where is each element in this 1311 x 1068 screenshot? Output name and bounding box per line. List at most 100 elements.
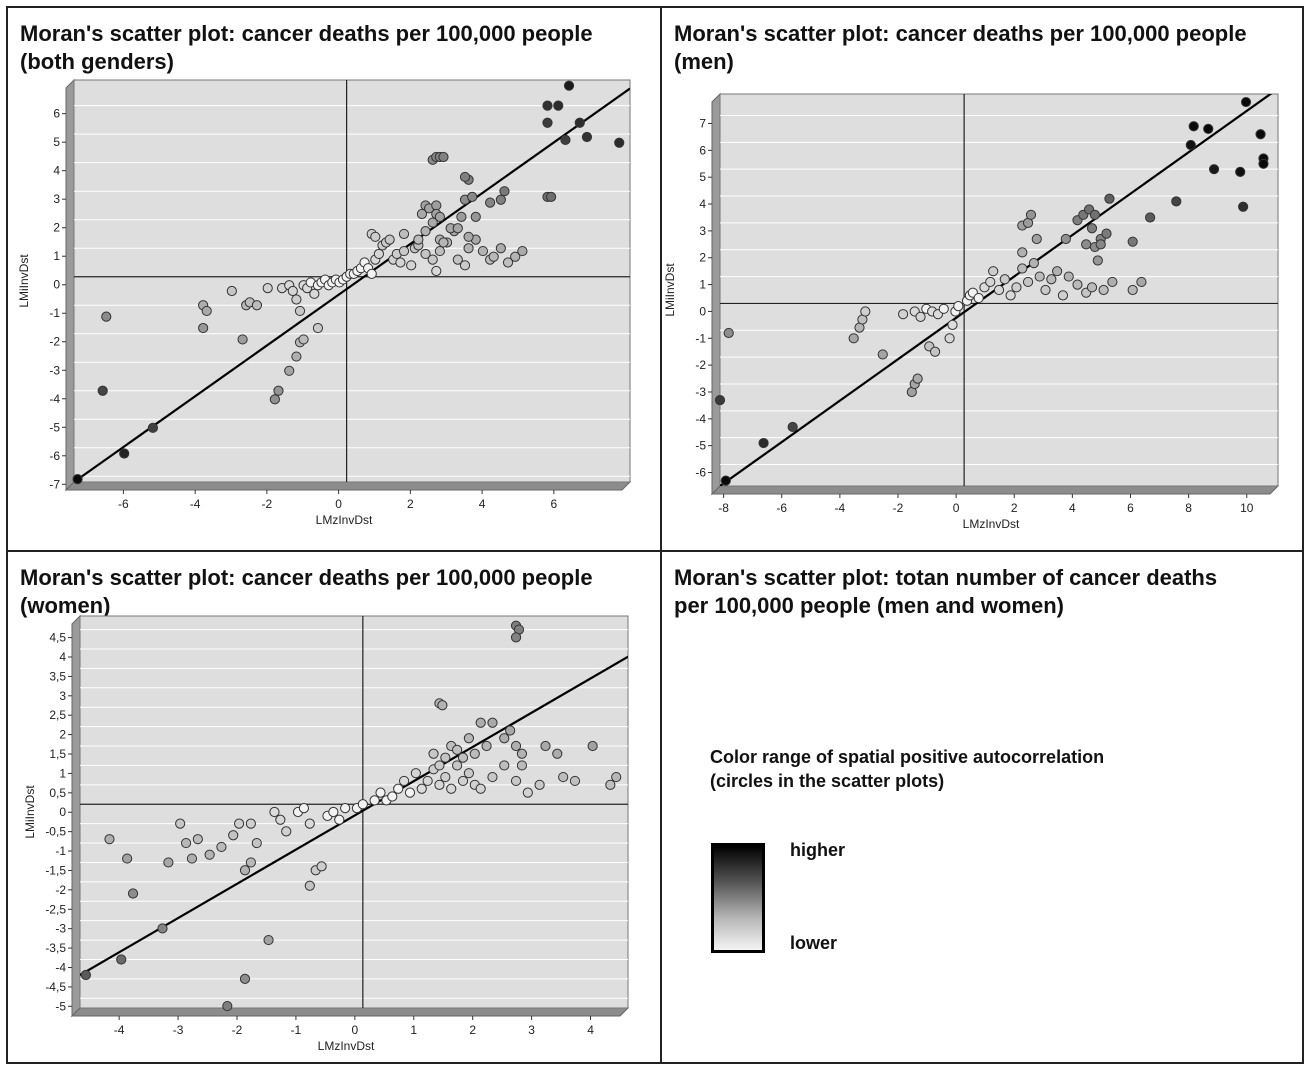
- data-point: [470, 211, 481, 222]
- y-tick-label: 0: [699, 304, 706, 318]
- y-tick-label: 3: [53, 192, 60, 206]
- data-point: [495, 194, 506, 205]
- x-tick-label: -6: [118, 497, 129, 511]
- legend-panel-title: Moran's scatter plot: totan number of ca…: [674, 565, 1218, 618]
- data-point: [1240, 96, 1252, 108]
- data-point: [413, 234, 424, 245]
- data-point: [988, 266, 999, 277]
- data-point: [269, 394, 280, 405]
- y-tick-label: 2: [699, 251, 706, 265]
- data-point: [877, 349, 888, 360]
- data-point: [340, 803, 351, 814]
- data-point: [944, 333, 955, 344]
- data-point: [1089, 209, 1101, 220]
- plot-side-wall: [711, 92, 721, 496]
- scatter-plot-women: 4,5 4 3,5 3 2,5 2 1,5 1 0,5 0 -0,5 -1 -1,5 -2 -2,5 -3 -3…: [23, 614, 630, 1053]
- legend-low-label: lower: [790, 933, 838, 953]
- data-point: [304, 818, 315, 829]
- data-point: [1017, 263, 1028, 274]
- data-point: [404, 787, 416, 798]
- data-point: [438, 237, 449, 248]
- data-point: [452, 223, 463, 234]
- data-point: [334, 814, 345, 825]
- y-tick-label: 3: [699, 224, 706, 238]
- y-tick-label: -1: [49, 306, 60, 320]
- data-point: [517, 245, 528, 257]
- data-point: [510, 775, 522, 787]
- data-point: [291, 294, 302, 305]
- x-tick-label: 0: [953, 501, 960, 515]
- data-point: [467, 191, 478, 202]
- y-tick-label: 1: [59, 766, 66, 780]
- data-point: [787, 421, 798, 433]
- data-point: [180, 837, 192, 849]
- x-tick-label: 6: [551, 497, 558, 511]
- scatter-panel-men: Moran's scatter plot: cancer deaths per …: [662, 8, 1304, 550]
- data-point: [452, 760, 463, 771]
- data-point: [222, 1000, 233, 1012]
- data-point: [431, 200, 442, 211]
- data-point: [860, 306, 871, 317]
- data-point: [1063, 271, 1074, 282]
- data-point: [186, 853, 198, 864]
- data-point: [204, 849, 215, 860]
- data-point: [1017, 247, 1028, 258]
- data-point: [434, 211, 445, 222]
- data-point: [459, 171, 471, 183]
- y-tick-label: -1: [55, 844, 66, 858]
- data-point: [1092, 255, 1103, 266]
- y-axis-label: LMiInvDst: [23, 785, 37, 839]
- data-point: [929, 346, 941, 357]
- data-point: [163, 857, 174, 868]
- y-tick-label: 4: [53, 164, 60, 178]
- data-point: [239, 973, 251, 984]
- data-point: [116, 954, 127, 965]
- legend-high-label: higher: [790, 840, 846, 860]
- data-point: [147, 422, 159, 433]
- data-point: [723, 327, 734, 339]
- data-point: [239, 865, 251, 876]
- y-tick-label: 6: [699, 143, 706, 157]
- data-point: [228, 830, 239, 841]
- data-point: [1028, 258, 1039, 269]
- y-tick-label: 5: [53, 135, 60, 149]
- data-point: [427, 217, 438, 228]
- data-point: [72, 474, 83, 485]
- data-point: [245, 818, 256, 829]
- x-tick-label: 3: [528, 1023, 535, 1037]
- x-tick-label: -4: [835, 501, 846, 515]
- x-tick-label: -2: [893, 501, 904, 515]
- data-point: [422, 775, 433, 787]
- y-tick-label: -0,5: [45, 825, 66, 839]
- x-tick-label: 4: [587, 1023, 594, 1037]
- data-point: [1171, 196, 1182, 207]
- figure-frame: [6, 6, 1304, 1064]
- y-tick-label: -3: [55, 922, 66, 936]
- chart-title: Moran's scatter plot: cancer deaths per …: [20, 21, 593, 74]
- data-point: [410, 768, 421, 779]
- data-point: [373, 248, 385, 260]
- data-point: [714, 394, 726, 406]
- data-point: [947, 319, 958, 331]
- y-tick-label: 3,5: [49, 669, 66, 683]
- data-point: [510, 251, 521, 262]
- data-point: [420, 226, 431, 237]
- plot-floor: [710, 485, 1280, 495]
- y-tick-label: -2: [49, 335, 60, 349]
- data-point: [477, 245, 489, 257]
- data-point: [251, 837, 262, 849]
- scatter-panel-both-genders: Moran's scatter plot: cancer deaths per …: [8, 8, 660, 550]
- y-tick-label: 1: [53, 249, 60, 263]
- data-point: [1025, 209, 1037, 220]
- data-point: [553, 100, 564, 111]
- x-tick-label: 1: [410, 1023, 417, 1037]
- data-point: [487, 771, 498, 783]
- data-point: [463, 768, 475, 779]
- y-tick-label: 0: [59, 805, 66, 819]
- data-point: [420, 248, 431, 260]
- data-point: [440, 771, 451, 783]
- y-tick-label: -3,5: [45, 941, 66, 955]
- data-point: [291, 351, 302, 362]
- x-tick-label: -1: [291, 1023, 302, 1037]
- data-point: [275, 814, 286, 825]
